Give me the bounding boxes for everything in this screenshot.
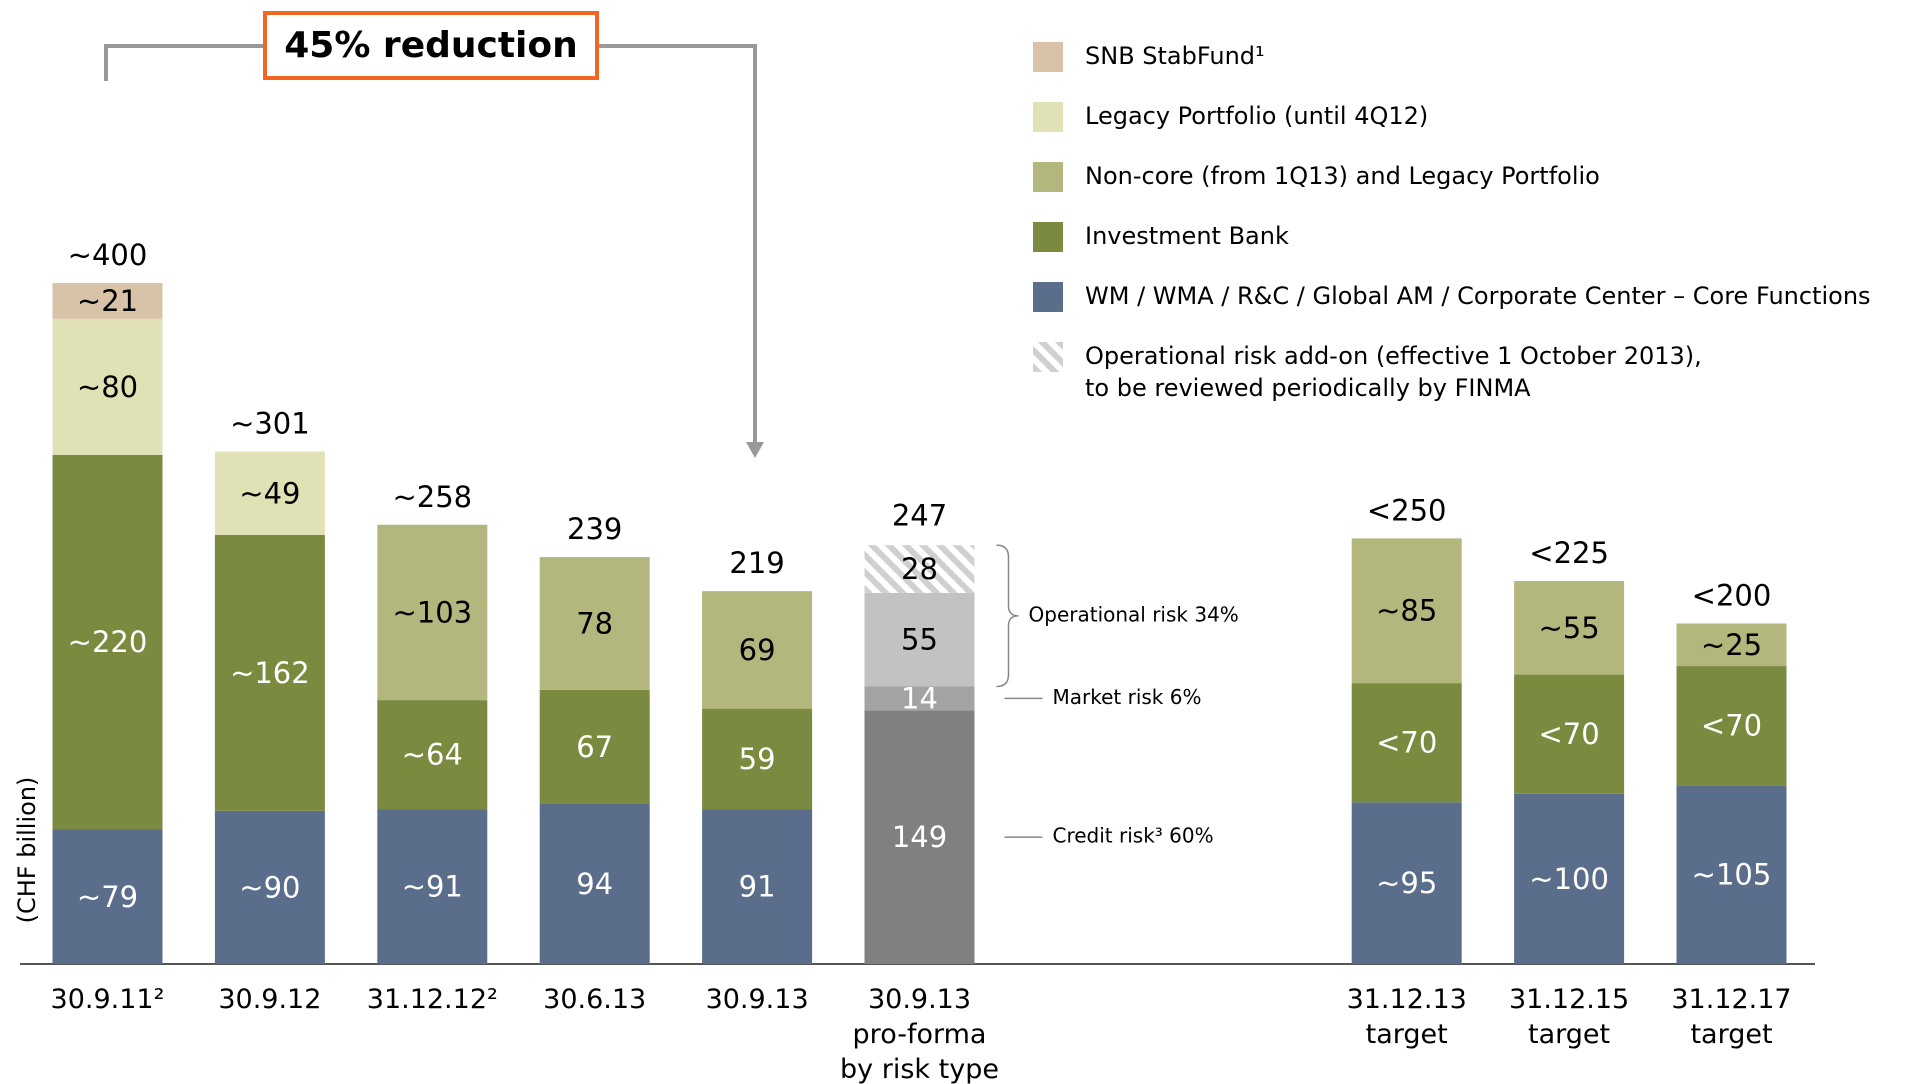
bar-segment <box>864 592 975 687</box>
bracket-left <box>104 44 265 81</box>
bar-segment <box>377 700 488 810</box>
segment-label: ~220 <box>68 625 148 659</box>
legend-label: Operational risk add-on (effective 1 Oct… <box>1085 342 1702 402</box>
legend-swatch <box>1033 162 1063 192</box>
total-label: <250 <box>1367 493 1447 527</box>
bar-segment <box>52 454 163 830</box>
bar-segment <box>1351 538 1462 684</box>
segment-label: ~103 <box>392 595 472 629</box>
bar-segment <box>1514 793 1625 964</box>
segment-label: 149 <box>892 820 947 854</box>
x-tick-label: 31.12.17 target <box>1671 984 1791 1050</box>
legend-swatch <box>1033 102 1063 132</box>
x-tick-label: 31.12.13 target <box>1347 984 1467 1050</box>
bar-segment <box>52 829 163 964</box>
segment-label: 59 <box>739 742 776 776</box>
bar-segment <box>1676 666 1787 786</box>
bar-segment <box>539 803 650 964</box>
segment-label: ~85 <box>1376 594 1437 628</box>
bar-segment <box>539 689 650 804</box>
bar-segment <box>702 809 813 964</box>
segment-label: <70 <box>1376 726 1437 760</box>
title-box <box>263 11 599 80</box>
segment-label: ~105 <box>1692 858 1772 892</box>
total-label: <225 <box>1529 536 1609 570</box>
total-label: 219 <box>729 546 784 580</box>
segment-label: 67 <box>576 730 613 764</box>
segment-label: ~80 <box>77 370 138 404</box>
x-tick-label: 30.9.11² <box>51 984 165 1015</box>
x-tick-label: 31.12.15 target <box>1509 984 1629 1050</box>
segment-label: ~91 <box>402 870 463 904</box>
bar-segment <box>864 545 975 593</box>
segment-label: ~55 <box>1538 611 1599 645</box>
bar-segment <box>52 283 163 319</box>
segment-label: 94 <box>576 867 613 901</box>
segment-label: ~90 <box>239 870 300 904</box>
bar-segment <box>52 318 163 455</box>
bar-segment <box>1676 623 1787 667</box>
legend-swatch <box>1033 222 1063 252</box>
segment-label: ~64 <box>402 738 463 772</box>
legend-swatch <box>1033 42 1063 72</box>
segment-label: 14 <box>901 681 938 715</box>
bar-segment <box>1676 785 1787 964</box>
bar-segment <box>1351 683 1462 803</box>
x-tick-label: 31.12.12² <box>367 984 498 1015</box>
bar-segment <box>1514 580 1625 675</box>
segment-label: ~25 <box>1701 628 1762 662</box>
bar-segment <box>1514 674 1625 794</box>
annotation: Operational risk 34% <box>1029 602 1239 626</box>
arrow-head <box>746 442 764 458</box>
total-label: ~301 <box>230 407 310 441</box>
bar-segment <box>864 710 975 964</box>
legend-label: SNB StabFund¹ <box>1085 42 1265 70</box>
bar-segment <box>214 534 325 811</box>
legend-label: Legacy Portfolio (until 4Q12) <box>1085 102 1428 130</box>
segment-label: ~162 <box>230 656 310 690</box>
total-label: ~258 <box>392 480 472 514</box>
segment-label: <70 <box>1701 709 1762 743</box>
bar-segment <box>702 708 813 810</box>
segment-label: <70 <box>1538 717 1599 751</box>
annotation: Credit risk³ 60% <box>1053 824 1214 848</box>
total-label: 239 <box>567 512 622 546</box>
bar-segment <box>539 557 650 690</box>
total-label: <200 <box>1692 579 1772 613</box>
bar-segment <box>702 591 813 709</box>
segment-label: 78 <box>576 607 613 641</box>
y-axis-label: (CHF billion) <box>13 777 41 924</box>
total-label: 247 <box>892 498 947 532</box>
x-tick-label: 30.9.12 <box>218 984 321 1015</box>
brace <box>996 544 1019 688</box>
segment-label: ~49 <box>239 476 300 510</box>
bar-segment <box>1351 802 1462 964</box>
segment-label: 28 <box>901 552 938 586</box>
legend-label: WM / WMA / R&C / Global AM / Corporate C… <box>1085 282 1871 310</box>
segment-label: ~79 <box>77 880 138 914</box>
segment-label: ~95 <box>1376 866 1437 900</box>
chart-title: 45% reduction <box>284 25 578 66</box>
x-tick-label: 30.9.13 pro-forma by risk type <box>840 984 999 1084</box>
legend-swatch <box>1033 342 1063 372</box>
x-tick-label: 30.9.13 <box>706 984 809 1015</box>
legend-label: Investment Bank <box>1085 222 1289 250</box>
segment-label: ~21 <box>77 284 138 318</box>
segment-label: ~100 <box>1529 862 1609 896</box>
bar-segment <box>214 451 325 535</box>
bar-segment <box>214 810 325 964</box>
legend-label: Non-core (from 1Q13) and Legacy Portfoli… <box>1085 162 1600 190</box>
legend-swatch <box>1033 282 1063 312</box>
bar-segment <box>377 524 488 701</box>
total-label: ~400 <box>68 238 148 272</box>
segment-label: 91 <box>739 870 776 904</box>
bar-segment <box>377 809 488 964</box>
x-tick-label: 30.6.13 <box>543 984 646 1015</box>
segment-label: 69 <box>739 633 776 667</box>
bar-segment <box>864 686 975 711</box>
segment-label: 55 <box>901 623 938 657</box>
annotation: Market risk 6% <box>1053 685 1202 709</box>
bracket-right <box>597 44 757 445</box>
